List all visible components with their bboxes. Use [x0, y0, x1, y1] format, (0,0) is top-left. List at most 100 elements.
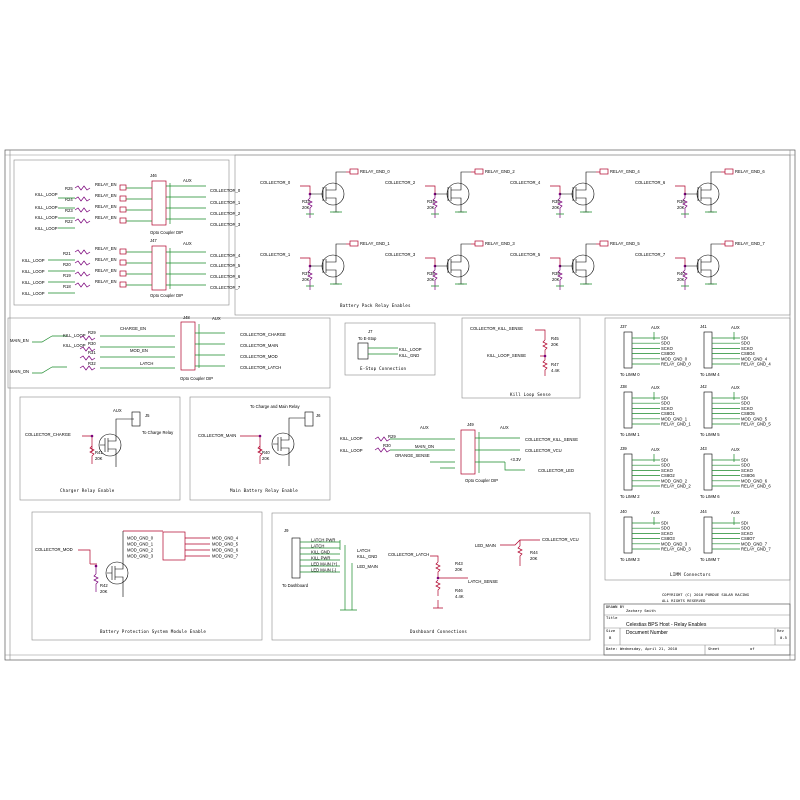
tb-date-label: Date: [606, 646, 617, 651]
dashboard-pin-label: KILL PWR [311, 556, 330, 561]
relay-res-ref: R38 [427, 271, 435, 276]
limm-signal: SCKO [661, 346, 674, 351]
res-r24: R24 [65, 197, 73, 202]
to-dashboard: To Dashboard [282, 583, 309, 588]
res-r18: R18 [63, 284, 71, 289]
limm-signal: SDO [661, 526, 671, 531]
relay-res-val: 20K [552, 277, 560, 282]
dashboard-caption: Dashboard Connections [410, 629, 467, 634]
collector-kill-sense-a: COLLECTOR_KILL_SENSE [470, 326, 523, 331]
kill-loop-2: KILL_LOOP [35, 205, 58, 210]
limm-signal: CS8O3 [661, 536, 675, 541]
opto-kill-loop-a: KILL_LOOP [340, 436, 363, 441]
sheet-border [4, 149, 796, 661]
relay-res-ref: R39 [552, 271, 560, 276]
relay-collector-label: COLLECTOR_1 [260, 252, 291, 257]
bpsme: COLLECTOR_MOD R42 20K MOD_GND_0 MOD_GND_4… [35, 530, 239, 634]
limm-signal: RELAY_GND_1 [661, 422, 691, 427]
relay-collector-label: COLLECTOR_3 [385, 252, 416, 257]
kill-loop-1: KILL_LOOP [35, 192, 58, 197]
relay-inputs-2: KILL_LOOP KILL_LOOP KILL_LOOP KILL_LOOP … [22, 246, 241, 298]
section-battery-pack [234, 154, 791, 316]
res-r44: R44 [530, 550, 538, 555]
relay-res-val: 20K [677, 277, 685, 282]
limm-aux: AUX [731, 510, 740, 515]
bpsme-net-left: MOD_GND_0 [127, 536, 154, 541]
limm-j41: J41 AUX SDISDOSCKOCS8O4MOD_GND_4RELAY_GND_… [700, 324, 771, 377]
charger-caption: Charger Relay Enable [60, 488, 115, 493]
limm-signal: SCKO [741, 468, 754, 473]
kill-loop-4: KILL_LOOP [35, 226, 58, 231]
limm-signal: MOD_GND_2 [661, 478, 688, 483]
limm-signal: SDO [741, 463, 751, 468]
copyright-2: ALL RIGHTS RESERVED [662, 598, 706, 603]
tb-of-label: of [750, 646, 755, 651]
limm-signal: CS8O6 [741, 473, 755, 478]
main-on-in: MAIN_ON [10, 369, 29, 374]
relay-res-ref: R36 [677, 199, 685, 204]
dash-latch-sense: LATCH_SENSE [468, 579, 498, 584]
limm-j37: J37 AUX SDISDOSCKOCS8O0MOD_GND_0RELAY_GND_… [620, 324, 691, 377]
bpsme-net-left: MOD_GND_1 [127, 542, 154, 547]
opto-label-3: Opto Coupler DIP [180, 376, 213, 381]
collector-led-a: COLLECTOR_LED [538, 468, 574, 473]
relay-res-val: 20K [677, 205, 685, 210]
dash-collector-vcu: COLLECTOR_VCU [542, 537, 579, 542]
opto-label-2: Opto Coupler DIP [150, 293, 183, 298]
limm-label: To LIMM 3 [620, 557, 640, 562]
aux-label-3: AUX [212, 316, 221, 321]
res-r40: R40 [262, 450, 270, 455]
res-r42: R42 [100, 583, 108, 588]
relay-en-6: RELAY_EN [95, 257, 117, 262]
limm-label: To LIMM 7 [700, 557, 720, 562]
relay-en-7: RELAY_EN [95, 268, 117, 273]
opto-orange-sense: ORANGE_SENSE [395, 453, 430, 458]
collector-0-a: COLLECTOR_0 [210, 188, 241, 193]
charge-en: CHARGE_EN [120, 326, 146, 331]
tb-date: Wednesday, April 21, 2010 [620, 646, 678, 651]
section-limm [604, 317, 791, 581]
kill-loop-5: KILL_LOOP [22, 258, 45, 263]
dash-led-main: LED_MAIN [357, 564, 378, 569]
section-dashboard [271, 512, 591, 641]
relay-en-5: RELAY_EN [95, 246, 117, 251]
limm-header [703, 391, 713, 429]
mod-en: MOD_EN [130, 348, 148, 353]
collector-main-out: COLLECTOR_MAIN [240, 343, 278, 348]
limm-signal: SDI [741, 336, 748, 341]
res-r44-val: 20K [530, 556, 538, 561]
collector-3-a: COLLECTOR_3 [210, 222, 241, 227]
tb-drawn-by: Zachary Smith [626, 608, 656, 613]
limm-signal: SDI [741, 521, 748, 526]
relay-collector-label: COLLECTOR_0 [260, 180, 291, 185]
bpsme-net-right: MOD_GND_5 [212, 542, 239, 547]
connector-j47: J47 AUX [150, 238, 192, 291]
res-r32: R32 [88, 361, 96, 366]
collector-charge-in: COLLECTOR_CHARGE [25, 432, 71, 437]
main-battery-relay: To Charge and Main Relay COLLECTOR_MAIN … [198, 404, 321, 493]
battery-pack-caption: Battery Pack Relay Enables [340, 303, 411, 308]
kill-loop-7: KILL_LOOP [22, 280, 45, 285]
opto-mid: MAIN_EN MAIN_ON KILL_LOOP KILL_LOOP CHAR… [10, 315, 286, 381]
limm-header [703, 516, 713, 554]
limm-j44: J44 AUX SDISDOSCKOCS8O7MOD_GND_7RELAY_GND_… [700, 509, 771, 562]
limm-label: To LIMM 1 [620, 432, 640, 437]
mosfet-icon [571, 254, 595, 278]
limm-signal: CS8O7 [741, 536, 755, 541]
limm-signal: MOD_GND_4 [741, 356, 768, 361]
limm-aux: AUX [651, 385, 660, 390]
j7-ref: J7 [368, 329, 373, 334]
j5-ref: J5 [145, 413, 150, 418]
aux-label-1: AUX [183, 178, 192, 183]
estop-kill-loop: KILL_LOOP [399, 347, 422, 352]
tb-title: Celestias BPS Host - Relay Enables [626, 622, 707, 628]
limm-signal: RELAY_GND_5 [741, 422, 771, 427]
section-estop [344, 322, 436, 376]
tb-size: B [609, 635, 612, 640]
limm-ref: J38 [620, 384, 627, 389]
res-r19: R19 [63, 273, 71, 278]
relay-res-ref: R35 [552, 199, 560, 204]
